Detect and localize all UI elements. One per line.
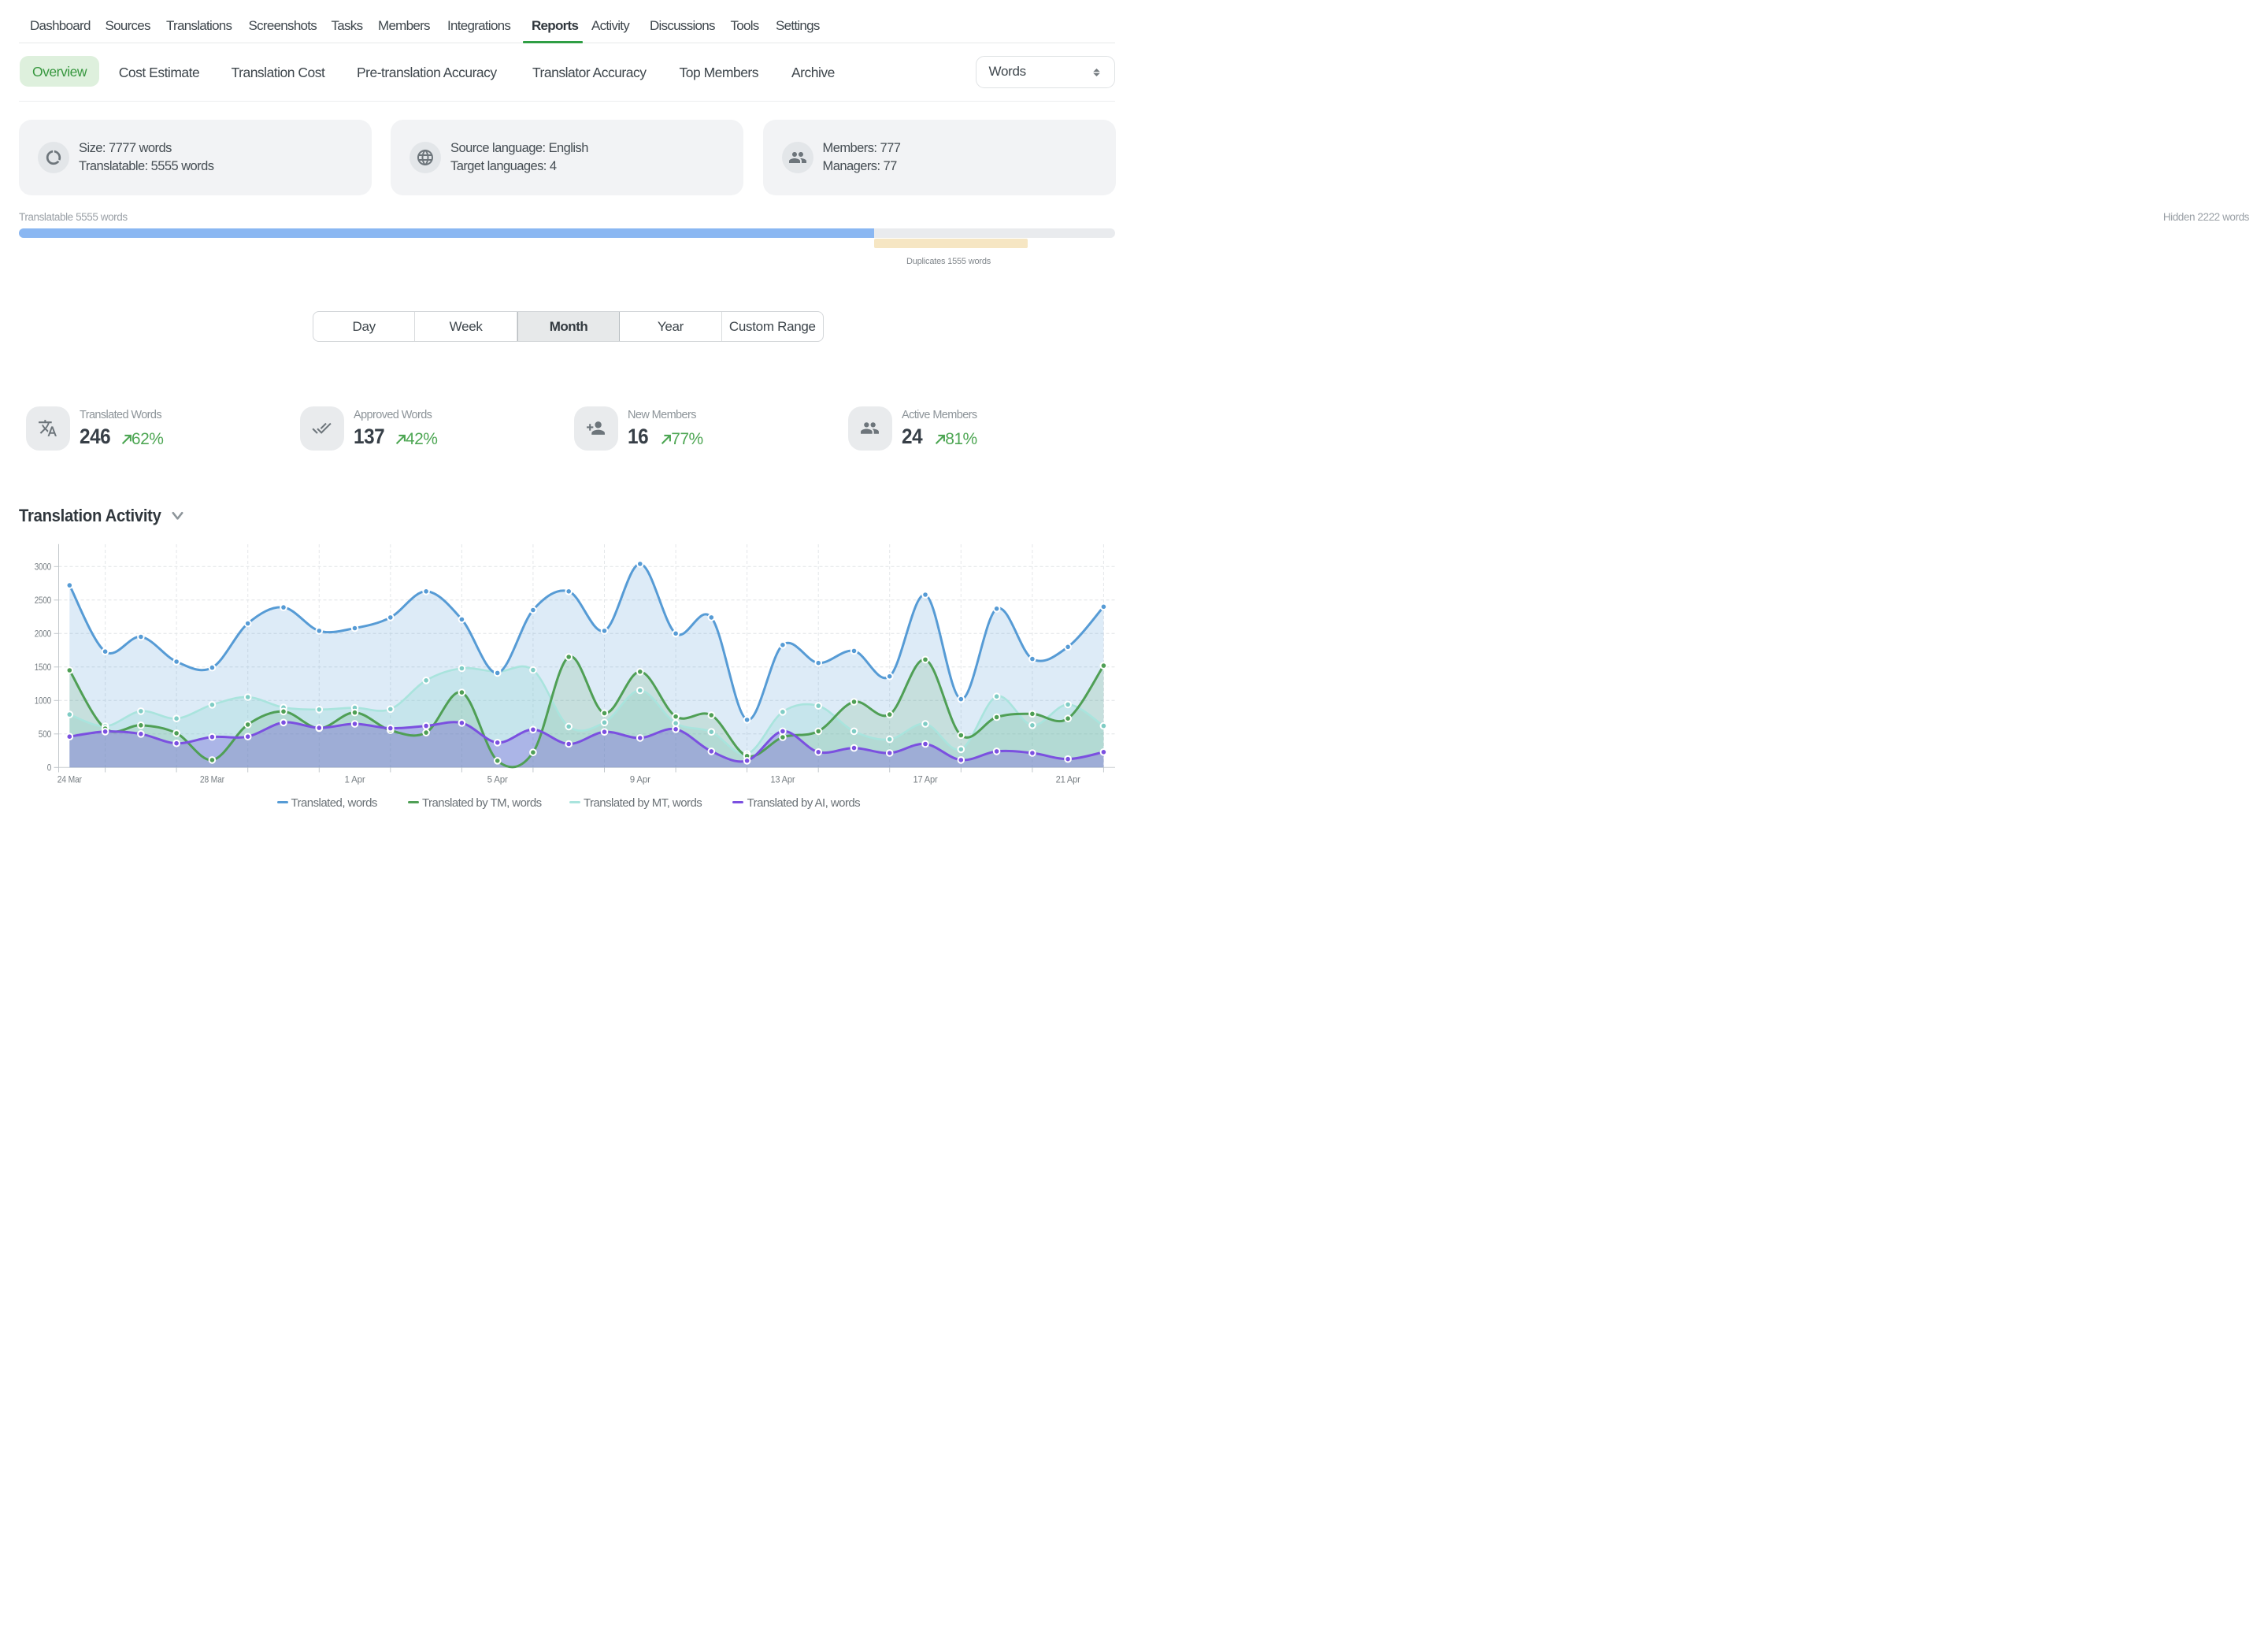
svg-text:5 Apr: 5 Apr <box>487 776 508 785</box>
svg-text:2500: 2500 <box>35 596 51 606</box>
svg-text:17 Apr: 17 Apr <box>914 776 938 785</box>
svg-text:500: 500 <box>39 730 51 740</box>
svg-text:24 Mar: 24 Mar <box>57 776 82 785</box>
svg-text:1 Apr: 1 Apr <box>345 776 365 785</box>
svg-text:0: 0 <box>47 763 51 773</box>
svg-text:2000: 2000 <box>35 629 51 639</box>
svg-text:21 Apr: 21 Apr <box>1056 776 1080 785</box>
svg-text:28 Mar: 28 Mar <box>200 776 224 785</box>
svg-text:1500: 1500 <box>35 663 51 673</box>
svg-text:13 Apr: 13 Apr <box>770 776 795 785</box>
svg-text:3000: 3000 <box>35 562 51 572</box>
svg-text:1000: 1000 <box>35 696 51 706</box>
svg-text:9 Apr: 9 Apr <box>630 776 650 785</box>
